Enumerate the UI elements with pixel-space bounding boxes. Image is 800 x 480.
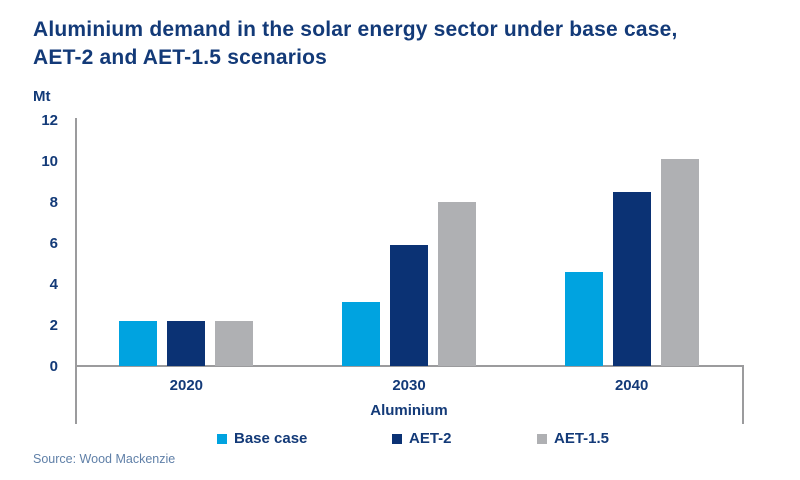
legend-item-base-case: Base case: [217, 430, 307, 447]
y-axis-line: [75, 118, 77, 424]
bar-aet-1.5-2020: [215, 320, 254, 366]
y-tick-label: 8: [49, 193, 58, 211]
x-axis-right-cap: [742, 365, 744, 424]
legend-label: AET-1.5: [554, 430, 610, 447]
chart-title-line-1: Aluminium demand in the solar energy sec…: [33, 18, 678, 41]
x-category-label: 2040: [614, 377, 649, 394]
bar-aet-2-2040: [612, 191, 651, 366]
legend-swatch-icon: [537, 433, 547, 444]
x-axis-line: [75, 365, 744, 367]
chart-title-line-2: AET-2 and AET-1.5 scenarios: [33, 46, 328, 69]
bar-aet-1.5-2030: [438, 202, 476, 366]
x-category-label: 2020: [169, 377, 204, 394]
legend-item-aet-1.5: AET-1.5: [537, 430, 609, 447]
y-tick-label: 2: [49, 316, 58, 334]
bar-base-case-2030: [342, 302, 380, 366]
legend-label: Base case: [234, 430, 308, 447]
y-tick-label: 0: [49, 357, 58, 375]
bar-base-case-2020: [119, 320, 158, 366]
x-category-label: 2030: [392, 377, 426, 394]
legend-label: AET-2: [409, 430, 452, 447]
y-tick-label: 12: [41, 111, 58, 129]
legend-item-aet-2: AET-2: [392, 430, 452, 447]
bar-aet-1.5-2040: [660, 158, 699, 366]
y-axis-unit-label: Mt: [33, 88, 51, 105]
x-axis-title: Aluminium: [370, 402, 448, 419]
chart-title: Aluminium demand in the solar energy sec…: [33, 16, 678, 72]
y-tick-label: 4: [49, 275, 58, 293]
y-tick-label: 10: [41, 152, 58, 170]
y-tick-label: 6: [49, 234, 58, 252]
bar-aet-2-2030: [390, 245, 428, 366]
bar-base-case-2040: [564, 271, 603, 366]
legend-swatch-icon: [392, 433, 402, 444]
legend-swatch-icon: [217, 433, 227, 444]
bar-aet-2-2020: [167, 320, 206, 366]
source-note: Source: Wood Mackenzie: [33, 452, 176, 466]
